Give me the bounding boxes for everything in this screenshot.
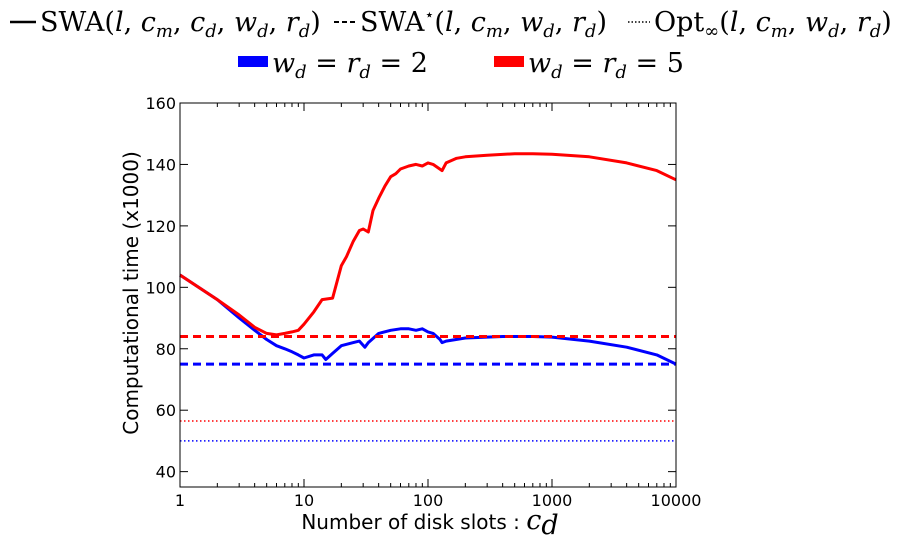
y-tick-label: 120 bbox=[145, 217, 176, 236]
x-tick-label: 10000 bbox=[651, 491, 702, 510]
legend-blue-label: wd = rd = 2 bbox=[272, 48, 428, 83]
x-tick-label: 1 bbox=[175, 491, 185, 510]
legend-swa-label: SWA(l, cm, cd, wd, rd) bbox=[40, 7, 321, 42]
legend-blue-swatch bbox=[238, 56, 268, 67]
x-tick-label: 10 bbox=[294, 491, 314, 510]
legend-row-2: wd = rd = 2 wd = rd = 5 bbox=[238, 48, 684, 83]
legend-red-swatch bbox=[494, 56, 524, 67]
plot-frame bbox=[179, 102, 677, 488]
series-line-0 bbox=[179, 273, 677, 366]
ticks-layer: 1 10 100 1000 10000 40 60 80 100 120 140 160 bbox=[145, 94, 701, 510]
y-tick-label: 100 bbox=[145, 278, 176, 297]
y-tick-label: 140 bbox=[145, 155, 176, 174]
y-tick-label: 80 bbox=[156, 340, 176, 359]
x-tick-label: 100 bbox=[413, 491, 444, 510]
legend-red-label: wd = rd = 5 bbox=[528, 48, 684, 83]
y-axis-label: Computational time (x1000) bbox=[119, 151, 143, 435]
y-tick-label: 40 bbox=[156, 463, 176, 482]
y-tick-label: 60 bbox=[156, 401, 176, 420]
x-axis-label: Number of disk slots : cd bbox=[301, 505, 558, 538]
series-line-1 bbox=[179, 152, 677, 337]
series-layer bbox=[179, 152, 677, 442]
y-tick-label: 160 bbox=[145, 94, 176, 113]
legend-swa-star-label: SWA⋆(l, cm, wd, rd) bbox=[360, 5, 607, 42]
legend-row-1: SWA(l, cm, cd, wd, rd) SWA⋆(l, cm, wd, r… bbox=[10, 5, 892, 42]
x-tick-label: 1000 bbox=[532, 491, 573, 510]
legend-opt-label: Opt∞(l, cm, wd, rd) bbox=[654, 7, 892, 42]
